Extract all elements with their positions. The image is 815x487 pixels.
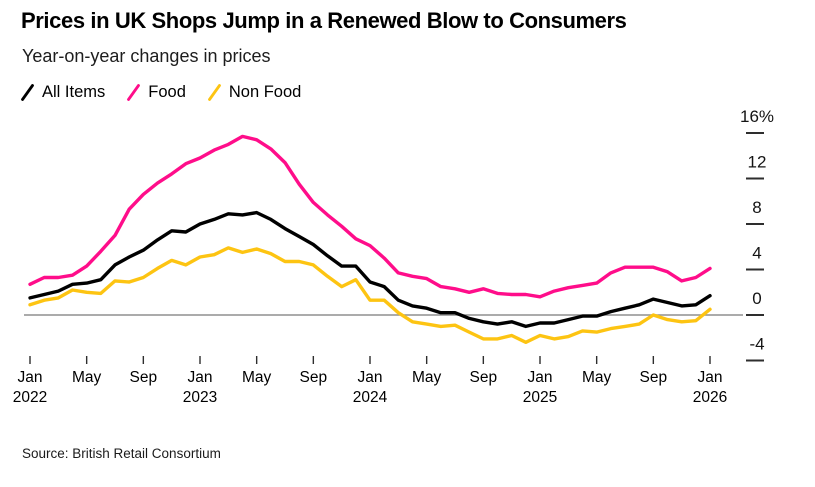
non-food-slash-icon	[207, 83, 221, 101]
y-tick-label: 16%	[740, 107, 774, 126]
legend-item-food: Food	[126, 83, 186, 102]
series-line-food	[28, 134, 712, 299]
food-slash-icon	[127, 83, 141, 101]
chart-legend: All Items Food Non Food	[20, 80, 301, 104]
legend-label-non-food: Non Food	[228, 82, 302, 101]
chart-subtitle: Year-on-year changes in prices	[22, 46, 271, 66]
chart-title: Prices in UK Shops Jump in a Renewed Blo…	[21, 8, 627, 33]
y-tick-label: -4	[749, 335, 764, 354]
source-note: Source: British Retail Consortium	[22, 446, 221, 461]
legend-item-all-items: All Items	[20, 83, 105, 102]
series-line-non-food	[28, 246, 712, 344]
legend-label-food: Food	[148, 82, 186, 101]
all-items-slash-icon	[21, 83, 34, 101]
y-tick-label: 0	[752, 289, 761, 308]
y-tick-label: 8	[752, 198, 761, 217]
series-line-all-items	[28, 210, 712, 329]
legend-item-non-food: Non Food	[207, 83, 301, 102]
y-tick-label: 12	[748, 153, 767, 172]
legend-label-all-items: All Items	[42, 82, 106, 101]
y-tick-label: 4	[752, 244, 761, 263]
